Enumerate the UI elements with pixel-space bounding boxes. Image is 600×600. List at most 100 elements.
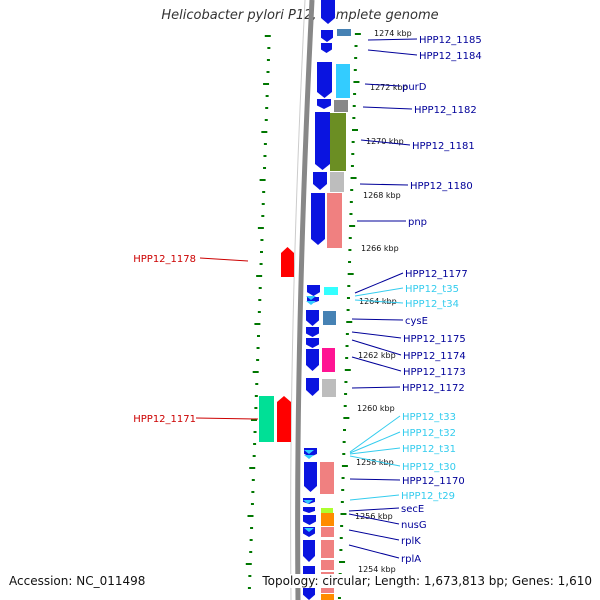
gene-arrow (303, 585, 315, 600)
rna-chevron (304, 450, 314, 454)
map-title: Helicobacter pylori P12, complete genome (161, 8, 439, 23)
feature-label-right: pnp (408, 217, 427, 228)
gene-arrow (306, 378, 319, 396)
feature-callout-line (367, 38, 418, 41)
gene-arrow (315, 112, 330, 170)
scale-label: 1274 kbp (374, 29, 412, 38)
feature-label-right: rplK (401, 536, 421, 547)
feature-callout-line (349, 478, 401, 481)
feature-label-right: secE (401, 504, 424, 515)
annotation-block (327, 193, 342, 248)
feature-callout-line (351, 339, 402, 356)
feature-callout-line (362, 106, 413, 110)
feature-label-left: HPP12_1171 (133, 414, 196, 425)
gene-arrow (311, 193, 325, 245)
gene-arrow (307, 285, 320, 296)
scale-label: 1266 kbp (361, 244, 399, 253)
feature-label-right: purD (402, 82, 427, 93)
feature-label-right: HPP12_1173 (403, 367, 466, 378)
feature-label-right: nusG (401, 520, 427, 531)
scale-label: 1254 kbp (358, 565, 396, 574)
rna-chevron (306, 296, 316, 300)
annotation-block (321, 585, 334, 593)
feature-callout-line (351, 331, 402, 339)
scale-label: 1268 kbp (363, 191, 401, 200)
genome-summary: Topology: circular; Length: 1,673,813 bp… (262, 574, 592, 588)
feature-callout-line (360, 139, 411, 146)
feature-callout-line (364, 83, 401, 87)
feature-label-right: HPP12_1172 (402, 383, 465, 394)
gene-arrow (303, 507, 315, 513)
feature-callout-line (354, 287, 404, 297)
reverse-gene-arrow (277, 396, 291, 442)
annotation-block (321, 508, 333, 515)
gene-arrow (306, 349, 319, 371)
feature-callout-line (349, 455, 401, 467)
feature-label-right: HPP12_1185 (419, 35, 482, 46)
annotation-block (334, 100, 348, 112)
rna-chevron (304, 528, 314, 532)
gene-arrow (317, 99, 331, 109)
accession-label: Accession: NC_011498 (9, 574, 146, 588)
scale-label: 1262 kbp (358, 351, 396, 360)
feature-label-right: HPP12_1181 (412, 141, 475, 152)
feature-label-left: HPP12_1178 (133, 254, 196, 265)
feature-callout-line (199, 257, 249, 262)
feature-label-right: rplA (401, 554, 421, 565)
feature-callout-line (354, 272, 404, 294)
gene-arrow (303, 540, 315, 562)
annotation-block (321, 594, 334, 600)
feature-callout-line (348, 529, 400, 541)
gene-arrow (321, 0, 335, 24)
feature-callout-line (351, 356, 402, 372)
annotation-block (322, 379, 336, 397)
feature-label-right: HPP12_t33 (402, 412, 456, 423)
feature-label-right: HPP12_1170 (402, 476, 465, 487)
feature-label-right: HPP12_t32 (402, 428, 456, 439)
feature-callout-line (348, 544, 400, 559)
feature-callout-line (348, 513, 400, 525)
rna-chevron (304, 455, 314, 459)
feature-callout-line (349, 447, 401, 455)
reverse-gene-arrow (281, 247, 294, 277)
feature-label-right: HPP12_1180 (410, 181, 473, 192)
annotation-block (337, 29, 351, 36)
annotation-block (320, 462, 334, 494)
annotation-block (322, 348, 335, 372)
feature-label-right: HPP12_1182 (414, 105, 477, 116)
scale-label: 1270 kbp (366, 137, 404, 146)
gene-arrow (306, 338, 319, 348)
annotation-block (321, 560, 334, 570)
feature-callout-line (349, 415, 401, 453)
feature-callout-line (351, 386, 401, 389)
annotation-block (259, 396, 274, 442)
genome-backbone-inner (290, 0, 306, 600)
annotation-block (321, 540, 334, 558)
annotation-block (336, 64, 350, 98)
annotation-block (321, 513, 334, 526)
scale-label: 1258 kbp (356, 458, 394, 467)
annotation-block (330, 113, 346, 171)
gene-arrow (303, 515, 316, 525)
annotation-block (330, 172, 344, 192)
rna-chevron (303, 500, 313, 504)
feature-label-right: HPP12_1184 (419, 51, 482, 62)
scale-label: 1272 kbp (370, 83, 408, 92)
feature-label-right: HPP12_1175 (403, 334, 466, 345)
gene-arrow (321, 43, 332, 53)
feature-label-right: HPP12_t30 (402, 462, 456, 473)
feature-callout-line (367, 49, 418, 56)
feature-label-right: HPP12_1174 (403, 351, 466, 362)
feature-callout-line (195, 417, 259, 420)
feature-callout-line (349, 431, 401, 454)
rna-chevron (306, 301, 316, 305)
feature-callout-line (354, 299, 404, 304)
feature-label-right: HPP12_t31 (402, 444, 456, 455)
feature-label-right: HPP12_t35 (405, 284, 459, 295)
feature-callout-line (351, 318, 404, 321)
feature-callout-line (348, 507, 400, 512)
feature-callout-line (359, 183, 409, 186)
gene-arrow (306, 327, 319, 337)
